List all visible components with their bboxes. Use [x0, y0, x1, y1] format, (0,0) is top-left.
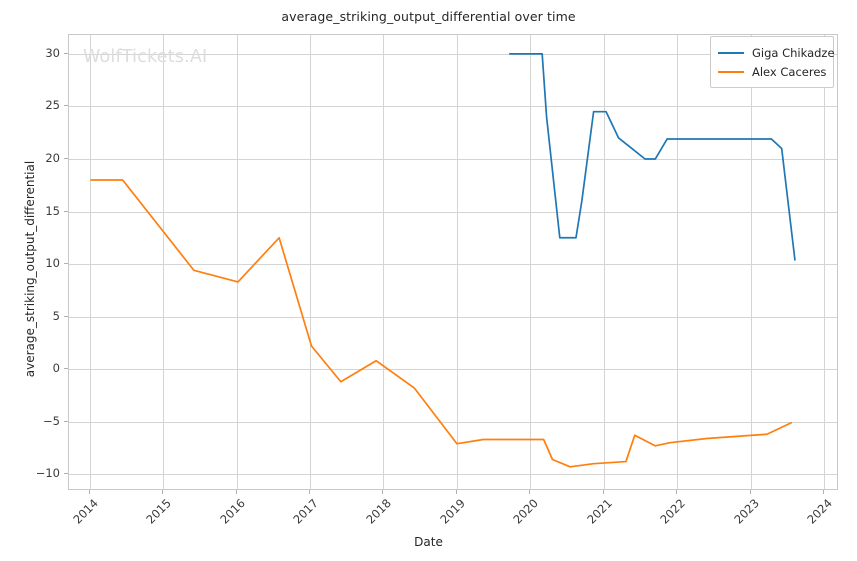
y-axis-tick-mark	[64, 52, 68, 54]
y-axis-tick: 30	[45, 45, 60, 60]
x-axis-tick-mark	[602, 490, 604, 494]
y-axis-tick: 5	[52, 308, 60, 323]
y-axis-tick-mark	[64, 263, 68, 265]
series-lines	[90, 53, 796, 468]
x-axis-tick-mark	[529, 490, 531, 494]
gridline-vertical	[603, 35, 605, 489]
gridline-vertical	[750, 35, 752, 489]
x-axis-tick-mark	[162, 490, 164, 494]
y-axis-tick-mark	[64, 420, 68, 422]
gridline-vertical	[309, 35, 311, 489]
legend-label-alex-caceres: Alex Caceres	[752, 64, 827, 79]
gridline-vertical	[677, 35, 679, 489]
legend-swatch-alex-caceres	[718, 70, 744, 73]
x-axis-tick-mark	[455, 490, 457, 494]
y-axis-tick: 20	[45, 150, 60, 165]
gridline-vertical	[163, 35, 165, 489]
x-axis-tick-mark	[676, 490, 678, 494]
gridline-vertical	[530, 35, 532, 489]
y-axis-tick: 25	[45, 98, 60, 113]
legend-label-giga-chikadze: Giga Chikadze	[752, 45, 835, 60]
gridline-horizontal	[69, 264, 837, 266]
y-axis-label: average_striking_output_differential	[23, 160, 37, 378]
y-axis-tick-labels: −10 −5 0 5 10 15 20 25 30	[0, 34, 60, 490]
plot-area: WolfTickets.AI	[68, 34, 838, 490]
y-axis-tick-mark	[64, 105, 68, 107]
gridline-horizontal	[69, 211, 837, 213]
y-axis-tick: −5	[43, 413, 60, 428]
x-axis-label: Date	[414, 535, 443, 549]
gridline-horizontal	[69, 369, 837, 371]
legend-swatch-giga-chikadze	[718, 51, 744, 54]
gridline-horizontal	[69, 53, 837, 55]
y-axis-tick-mark	[64, 315, 68, 317]
gridline-vertical	[89, 35, 91, 489]
y-axis-tick-mark	[64, 368, 68, 370]
watermark: WolfTickets.AI	[83, 47, 208, 67]
gridline-horizontal	[69, 474, 837, 476]
y-axis-tick: 10	[45, 256, 60, 271]
y-axis-tick-mark	[64, 210, 68, 212]
gridline-horizontal	[69, 421, 837, 423]
y-axis-tick: 0	[52, 361, 60, 376]
gridline-vertical	[456, 35, 458, 489]
x-axis-tick-labels: 2014 2015 2016 2017 2018 2019 2020 2021 2022 2023…	[0, 490, 857, 540]
x-axis-tick-mark	[308, 490, 310, 494]
gridline-horizontal	[69, 158, 837, 160]
gridline-horizontal	[69, 316, 837, 318]
page-title: average_striking_output_differential ove…	[281, 9, 576, 24]
series-line-giga-chikadze	[508, 53, 796, 261]
y-axis-tick-mark	[64, 473, 68, 475]
y-axis-tick: 15	[45, 203, 60, 218]
x-axis-tick-mark	[382, 490, 384, 494]
y-axis-tick-mark	[64, 157, 68, 159]
legend-item-alex-caceres[interactable]: Alex Caceres	[718, 62, 827, 81]
x-axis-tick-mark	[88, 490, 90, 494]
legend-item-giga-chikadze[interactable]: Giga Chikadze	[718, 43, 835, 62]
x-axis-tick-mark	[749, 490, 751, 494]
gridline-vertical	[824, 35, 826, 489]
gridline-vertical	[236, 35, 238, 489]
x-axis-tick-mark	[823, 490, 825, 494]
gridline-vertical	[383, 35, 385, 489]
chart-legend: Giga Chikadze Alex Caceres	[710, 36, 835, 88]
gridline-horizontal	[69, 106, 837, 108]
x-axis-tick-mark	[235, 490, 237, 494]
series-line-alex-caceres	[90, 179, 793, 468]
y-axis-tick: −10	[35, 466, 60, 481]
